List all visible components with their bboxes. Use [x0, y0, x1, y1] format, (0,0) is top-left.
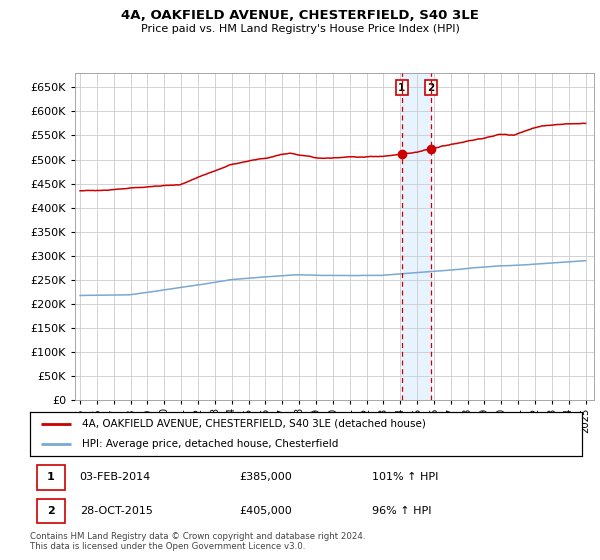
Text: 28-OCT-2015: 28-OCT-2015	[80, 506, 152, 516]
Text: £405,000: £405,000	[240, 506, 293, 516]
Text: 96% ↑ HPI: 96% ↑ HPI	[372, 506, 432, 516]
Text: 1: 1	[398, 82, 406, 92]
Text: £385,000: £385,000	[240, 473, 293, 483]
Text: Price paid vs. HM Land Registry's House Price Index (HPI): Price paid vs. HM Land Registry's House …	[140, 24, 460, 34]
Text: This data is licensed under the Open Government Licence v3.0.: This data is licensed under the Open Gov…	[30, 542, 305, 551]
Bar	[402, 73, 431, 400]
FancyBboxPatch shape	[37, 465, 65, 489]
Text: 2: 2	[47, 506, 55, 516]
Text: HPI: Average price, detached house, Chesterfield: HPI: Average price, detached house, Ches…	[82, 439, 339, 449]
FancyBboxPatch shape	[37, 499, 65, 523]
Text: 4A, OAKFIELD AVENUE, CHESTERFIELD, S40 3LE (detached house): 4A, OAKFIELD AVENUE, CHESTERFIELD, S40 3…	[82, 419, 427, 429]
Text: 1: 1	[47, 473, 55, 483]
Text: Contains HM Land Registry data © Crown copyright and database right 2024.: Contains HM Land Registry data © Crown c…	[30, 532, 365, 541]
Text: 4A, OAKFIELD AVENUE, CHESTERFIELD, S40 3LE: 4A, OAKFIELD AVENUE, CHESTERFIELD, S40 3…	[121, 9, 479, 22]
Text: 2: 2	[427, 82, 434, 92]
Text: 101% ↑ HPI: 101% ↑ HPI	[372, 473, 439, 483]
Text: 03-FEB-2014: 03-FEB-2014	[80, 473, 151, 483]
